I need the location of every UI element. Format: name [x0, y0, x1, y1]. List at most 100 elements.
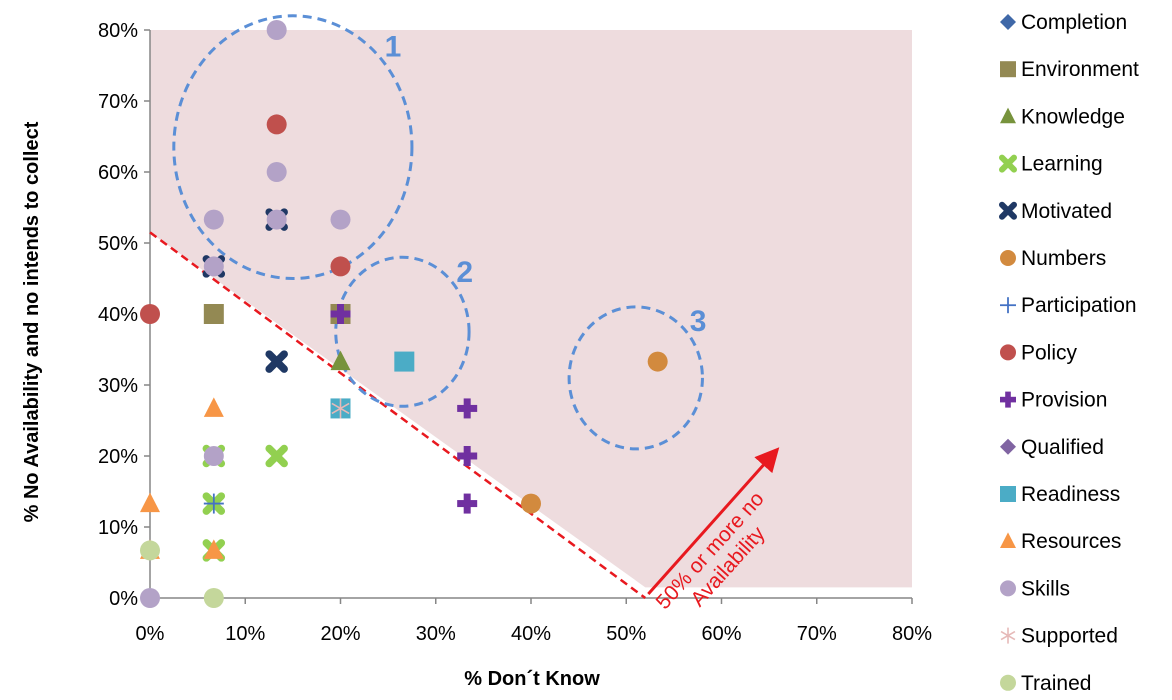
legend-item-learning: Learning: [999, 153, 1103, 176]
point-skills: [140, 588, 160, 608]
legend-item-resources: Resources: [1000, 530, 1121, 553]
legend-marker: [1000, 250, 1016, 266]
legend-marker: [1000, 61, 1016, 78]
legend-item-environment: Environment: [1000, 58, 1139, 81]
legend-marker: [1000, 627, 1016, 644]
legend-label: Provision: [1021, 389, 1107, 412]
legend-label: Completion: [1021, 11, 1127, 34]
x-tick-label: 10%: [225, 623, 265, 645]
legend-marker: [999, 154, 1017, 173]
legend-marker: [1000, 344, 1016, 361]
legend-label: Environment: [1021, 58, 1139, 81]
cluster-ellipse: [334, 255, 471, 408]
point-motivated: [265, 350, 288, 373]
point-trained: [203, 588, 224, 608]
y-tick-label: 70%: [98, 91, 138, 113]
y-tick-label: 50%: [98, 233, 138, 255]
legend-marker: [1000, 438, 1016, 455]
legend-label: Qualified: [1021, 436, 1104, 459]
legend-marker: [1000, 107, 1016, 124]
cluster-ellipse: [567, 305, 704, 451]
legend-label: Skills: [1021, 577, 1070, 600]
y-tick-label: 60%: [98, 162, 138, 184]
legend-marker: [1000, 580, 1016, 597]
legend-item-trained: Trained: [1000, 672, 1091, 695]
legend-item-participation: Participation: [1000, 294, 1137, 317]
point-learning: [265, 444, 288, 468]
point-skills: [266, 162, 287, 182]
cluster-label: 2: [456, 256, 473, 289]
legend-marker: [1000, 532, 1016, 548]
y-tick-label: 20%: [98, 446, 138, 468]
y-tick-label: 40%: [98, 304, 138, 326]
point-environment: [203, 304, 224, 324]
legend-item-motivated: Motivated: [999, 200, 1112, 223]
point-skills: [203, 209, 224, 230]
y-tick-label: 0%: [109, 588, 138, 610]
x-tick-label: 80%: [892, 623, 932, 645]
legend-item-qualified: Qualified: [1000, 436, 1104, 459]
legend-item-completion: Completion: [1000, 11, 1127, 34]
threshold-line: [149, 231, 647, 600]
point-numbers: [521, 493, 541, 514]
point-trained: [140, 540, 160, 561]
legend-label: Trained: [1021, 672, 1091, 695]
legend-label: Supported: [1021, 625, 1118, 648]
legend-item-policy: Policy: [1000, 341, 1078, 364]
legend-label: Resources: [1021, 530, 1121, 553]
legend-label: Policy: [1021, 341, 1078, 364]
point-resources: [203, 397, 224, 417]
point-policy: [330, 256, 351, 277]
legend-item-readiness: Readiness: [1000, 483, 1120, 506]
y-axis-title: % No Availability and no intends to coll…: [21, 121, 43, 522]
legend-item-numbers: Numbers: [1000, 247, 1106, 270]
x-tick-label: 40%: [511, 623, 551, 645]
x-axis-title: % Don´t Know: [464, 668, 600, 690]
legend-marker: [1000, 297, 1016, 314]
legend-item-provision: Provision: [1000, 389, 1107, 412]
point-skills: [203, 446, 224, 466]
x-tick-label: 60%: [701, 623, 741, 645]
point-skills: [203, 256, 224, 277]
x-tick-label: 20%: [320, 623, 360, 645]
x-tick-label: 50%: [606, 623, 646, 645]
legend-marker: [1000, 486, 1016, 502]
legend-marker: [1000, 391, 1016, 408]
cluster-label: 3: [690, 305, 707, 338]
point-skills: [266, 209, 287, 230]
point-policy: [266, 114, 287, 135]
legend-item-supported: Supported: [1000, 625, 1118, 648]
legend-marker: [999, 201, 1017, 220]
point-provision: [330, 304, 351, 324]
point-supported: [331, 398, 350, 419]
point-resources: [140, 492, 160, 513]
x-tick-label: 30%: [416, 623, 456, 645]
point-provision: [457, 446, 478, 466]
cluster-label: 1: [385, 31, 402, 64]
legend-label: Learning: [1021, 153, 1103, 176]
point-provision: [457, 493, 478, 514]
cluster-ellipse: [172, 14, 414, 280]
point-participation: [203, 493, 224, 514]
point-readiness: [394, 351, 415, 372]
y-tick-label: 80%: [98, 20, 138, 42]
point-policy: [140, 304, 160, 324]
point-resources: [203, 539, 224, 559]
legend-item-skills: Skills: [1000, 577, 1070, 600]
legend-item-knowledge: Knowledge: [1000, 105, 1125, 128]
y-tick-label: 10%: [98, 517, 138, 539]
x-tick-label: 70%: [797, 623, 837, 645]
point-knowledge: [330, 350, 351, 371]
legend-label: Motivated: [1021, 200, 1112, 223]
legend-label: Participation: [1021, 294, 1137, 317]
threshold-arrow: [647, 447, 780, 595]
point-provision: [457, 398, 478, 419]
legend-marker: [1000, 674, 1016, 691]
point-skills: [266, 20, 287, 40]
y-tick-label: 30%: [98, 375, 138, 397]
legend-marker: [1000, 14, 1016, 30]
shaded-region: [150, 30, 912, 588]
legend-label: Readiness: [1021, 483, 1120, 506]
x-tick-label: 0%: [136, 623, 165, 645]
